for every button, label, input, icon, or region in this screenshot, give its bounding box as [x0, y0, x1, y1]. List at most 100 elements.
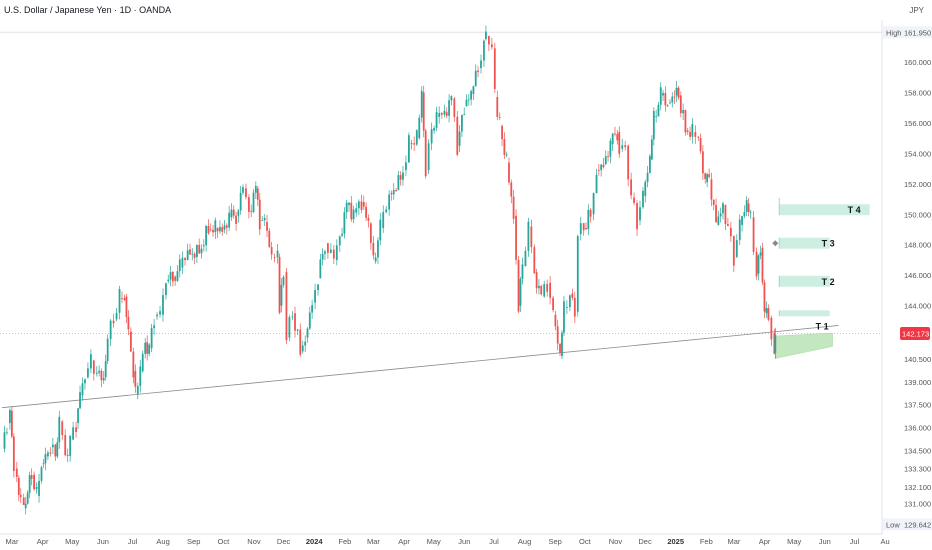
candle-body — [765, 308, 768, 314]
candle-body — [540, 285, 543, 295]
candle-body — [377, 240, 379, 258]
candle-body — [79, 392, 81, 409]
candle-body — [153, 325, 155, 329]
price-tick-label: 131.000 — [904, 500, 931, 509]
candle-body — [134, 371, 137, 387]
candle-body — [75, 427, 77, 432]
trendline-layer — [1, 325, 839, 409]
candle-body — [477, 70, 479, 72]
candle-body — [616, 134, 619, 141]
candle-body — [755, 251, 758, 277]
candle-body — [587, 209, 590, 230]
candle-body — [659, 87, 662, 105]
candle-body — [433, 127, 435, 131]
candle-body — [410, 143, 413, 145]
price-tick-label: 140.500 — [904, 355, 931, 364]
candle-body — [33, 474, 35, 490]
candle-body — [524, 250, 527, 267]
target-zone — [779, 237, 830, 249]
price-tick-label: 132.100 — [904, 483, 931, 492]
candle-body — [58, 416, 61, 443]
candle-body — [519, 279, 522, 306]
candle-body — [306, 328, 309, 338]
price-tick-label: 137.500 — [904, 401, 931, 410]
candle-body — [461, 114, 463, 132]
candle-body — [167, 279, 170, 282]
candle-body — [205, 226, 208, 246]
candle-body — [209, 229, 212, 231]
candle-body — [701, 151, 704, 174]
candle-body — [296, 329, 299, 331]
candle-body — [759, 252, 762, 256]
candle-body — [501, 125, 503, 140]
candle-body — [98, 370, 101, 373]
candle-body — [512, 196, 515, 219]
candle-body — [741, 216, 743, 225]
candle-body — [12, 436, 15, 472]
time-tick-label: Apr — [37, 537, 49, 546]
candle-body — [515, 215, 517, 260]
candle-body — [552, 297, 554, 311]
candle-body — [496, 97, 499, 117]
candle-body — [413, 143, 416, 145]
candle-body — [169, 271, 172, 280]
candle-body — [26, 492, 29, 504]
candle-body — [125, 296, 128, 318]
candle-body — [503, 139, 506, 155]
candle-body — [223, 225, 226, 230]
candle-body — [592, 193, 595, 215]
candle-body — [15, 468, 18, 477]
target-label: T 3 — [822, 239, 835, 249]
candle-body — [232, 209, 235, 216]
candle-body — [22, 497, 25, 506]
candle-body — [30, 475, 33, 479]
candle-body — [644, 181, 647, 196]
candle-body — [9, 409, 11, 423]
target-zone — [779, 310, 830, 317]
candle-body — [691, 124, 694, 137]
candle-body — [156, 314, 158, 317]
price-series — [3, 25, 777, 515]
candle-body — [582, 223, 585, 231]
candle-body — [329, 249, 332, 253]
candle-body — [40, 467, 43, 481]
candle-body — [458, 131, 461, 146]
candle-body — [250, 211, 253, 213]
candle-body — [652, 111, 655, 140]
candle-body — [422, 92, 425, 131]
candle-body — [467, 99, 470, 101]
candle-body — [712, 199, 715, 205]
candle-body — [374, 257, 377, 262]
candle-body — [704, 173, 707, 180]
candle-body — [673, 96, 676, 98]
candle-body — [611, 133, 614, 145]
candle-body — [554, 314, 557, 327]
candle-body — [248, 197, 250, 212]
candle-body — [418, 117, 421, 139]
candle-body — [115, 312, 118, 320]
candle-body — [355, 208, 358, 213]
candle-body — [348, 202, 350, 206]
price-tick-label: 156.000 — [904, 119, 931, 128]
candle-body — [472, 86, 475, 94]
candle-body — [28, 475, 31, 493]
candle-body — [109, 320, 112, 340]
candle-body — [443, 110, 446, 115]
candle-body — [121, 298, 123, 299]
candle-body — [743, 211, 746, 217]
candle-body — [549, 282, 552, 298]
candle-body — [543, 284, 546, 297]
candle-body — [69, 435, 72, 456]
candle-body — [561, 332, 563, 356]
candle-body — [724, 205, 727, 225]
candle-body — [609, 140, 612, 157]
candle-body — [132, 351, 135, 378]
time-tick-label: Jul — [850, 537, 860, 546]
candle-body — [646, 172, 649, 182]
target-label: T 4 — [848, 205, 861, 215]
candle-body — [388, 194, 391, 210]
candle-body — [35, 487, 38, 490]
candle-body — [397, 175, 400, 190]
candle-body — [546, 284, 549, 292]
